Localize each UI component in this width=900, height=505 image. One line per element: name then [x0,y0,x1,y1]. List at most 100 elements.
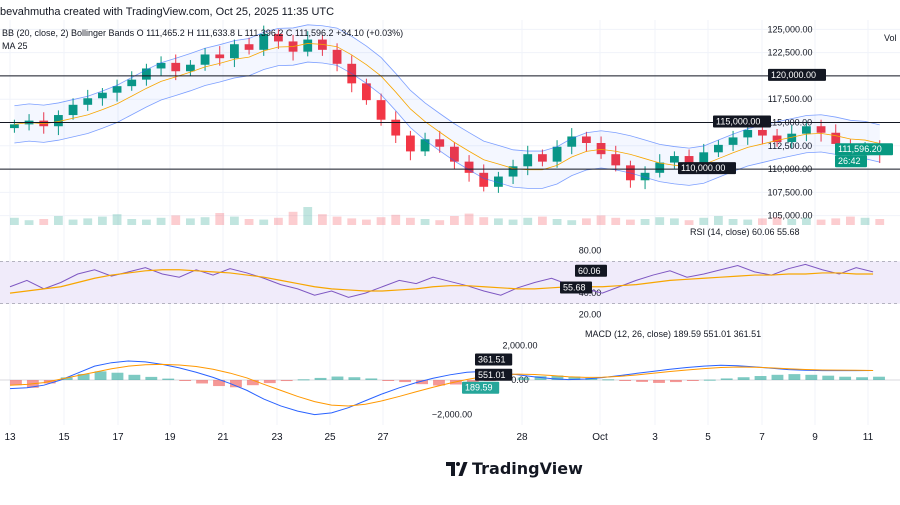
volume-bar [626,219,635,225]
candle-body [98,92,107,99]
macd-tick-label: 2,000.00 [502,340,537,350]
macd-histogram-bar [128,374,141,380]
volume-bar [655,217,665,225]
macd-histogram-bar [348,377,361,380]
volume-legend[interactable]: Vol [884,33,897,43]
price-tick-label: 125,000.00 [767,24,812,34]
macd-histogram-bar [280,380,293,382]
rsi-tick-label: 20.00 [579,309,602,319]
volume-bar [860,217,870,225]
candle-body [538,154,547,162]
volume-bar [127,219,137,225]
macd-histogram-bar [111,372,124,380]
candle-body [127,79,137,87]
candle-body [567,136,577,147]
volume-bar [494,218,503,225]
volume-bar [596,215,606,225]
volume-bar [156,217,166,225]
candle-body [420,139,430,152]
countdown-tag: 26:42 [838,156,861,166]
macd-value-tag-2-bg [475,368,513,381]
macd-histogram-bar [737,377,750,380]
volume-bar [816,219,826,225]
current-price-tag-bg [835,143,893,156]
volume-bar [186,218,195,225]
volume-bar [391,214,401,225]
candle-body [684,156,694,164]
volume-bar [611,217,621,225]
macd-histogram-bar [653,380,665,383]
macd-value-tag-1: 361.51 [478,354,506,364]
volume-bar [875,219,885,225]
x-tick-label: 23 [271,432,283,443]
candle-body [450,146,459,162]
candle-body [816,126,826,133]
macd-histogram-bar [94,371,107,380]
volume-bar [347,218,357,225]
x-tick-label: 19 [164,432,176,443]
volume-bar [274,217,283,225]
volume-bar [420,219,430,225]
macd-value-tag-3-bg [462,381,500,394]
volume-bar [743,219,753,225]
volume-bar [332,216,342,225]
candle-body [244,44,254,50]
rsi-ma-line [9,269,874,294]
volume-bar [288,211,298,225]
macd-legend[interactable]: MACD (12, 26, close) 189.59 551.01 361.5… [585,329,762,339]
volume-bar [523,217,533,225]
rsi-value-tag: 60.06 [578,266,601,276]
candle-body [406,135,415,152]
macd-histogram-bar [805,374,818,380]
macd-histogram-bar [534,376,547,380]
level-label-bg [768,68,826,81]
macd-histogram-bar [619,380,632,381]
volume-bar [479,217,489,225]
macd-histogram-bar [416,380,428,385]
volume-bar [24,220,34,225]
volume-bar [406,217,415,225]
current-price-tag: 111,596.20 [838,144,882,154]
volume-bar [758,218,767,225]
candle-body [200,54,210,65]
macd-histogram-bar [179,380,192,381]
candle-body [186,64,195,72]
x-tick-label: 11 [863,432,874,443]
countdown-tag-bg [835,155,867,168]
x-tick-label: 28 [516,432,528,443]
x-tick-label: 17 [112,432,124,443]
macd-signal-line [9,363,874,407]
macd-histogram-bar [263,380,276,384]
price-legend[interactable]: BB (20, close, 2) Bollinger Bands O 111,… [2,28,404,38]
volume-bar [303,207,313,225]
candle-body [611,154,621,166]
volume-bar [376,217,386,225]
macd-histogram-bar [822,375,835,380]
volume-bar [684,220,694,225]
candle-body [112,86,122,93]
macd-histogram-bar [145,376,158,380]
macd-histogram-bar [297,379,310,381]
ma-legend[interactable]: MA 25 [2,41,28,51]
volume-bar [200,217,210,225]
candle-body [156,62,166,69]
ma-line [14,43,880,171]
tradingview-logo-text: TradingView [472,459,583,478]
volume-bar [464,213,474,225]
rsi-legend[interactable]: RSI (14, close) 60.06 55.68 [690,227,800,237]
macd-histogram-bar [314,377,327,380]
candle-body [464,161,474,173]
macd-histogram-bar [365,378,378,380]
candle-body [171,62,181,72]
candle-body [758,129,767,136]
volume-bar [699,217,709,225]
macd-histogram-bar [551,375,564,380]
macd-histogram-bar [873,376,885,380]
rsi-ma-value-tag: 55.68 [563,282,586,292]
x-tick-label: 7 [759,432,765,443]
candle-body [714,144,723,153]
candle-body [699,152,709,164]
macd-histogram-bar [636,380,648,382]
